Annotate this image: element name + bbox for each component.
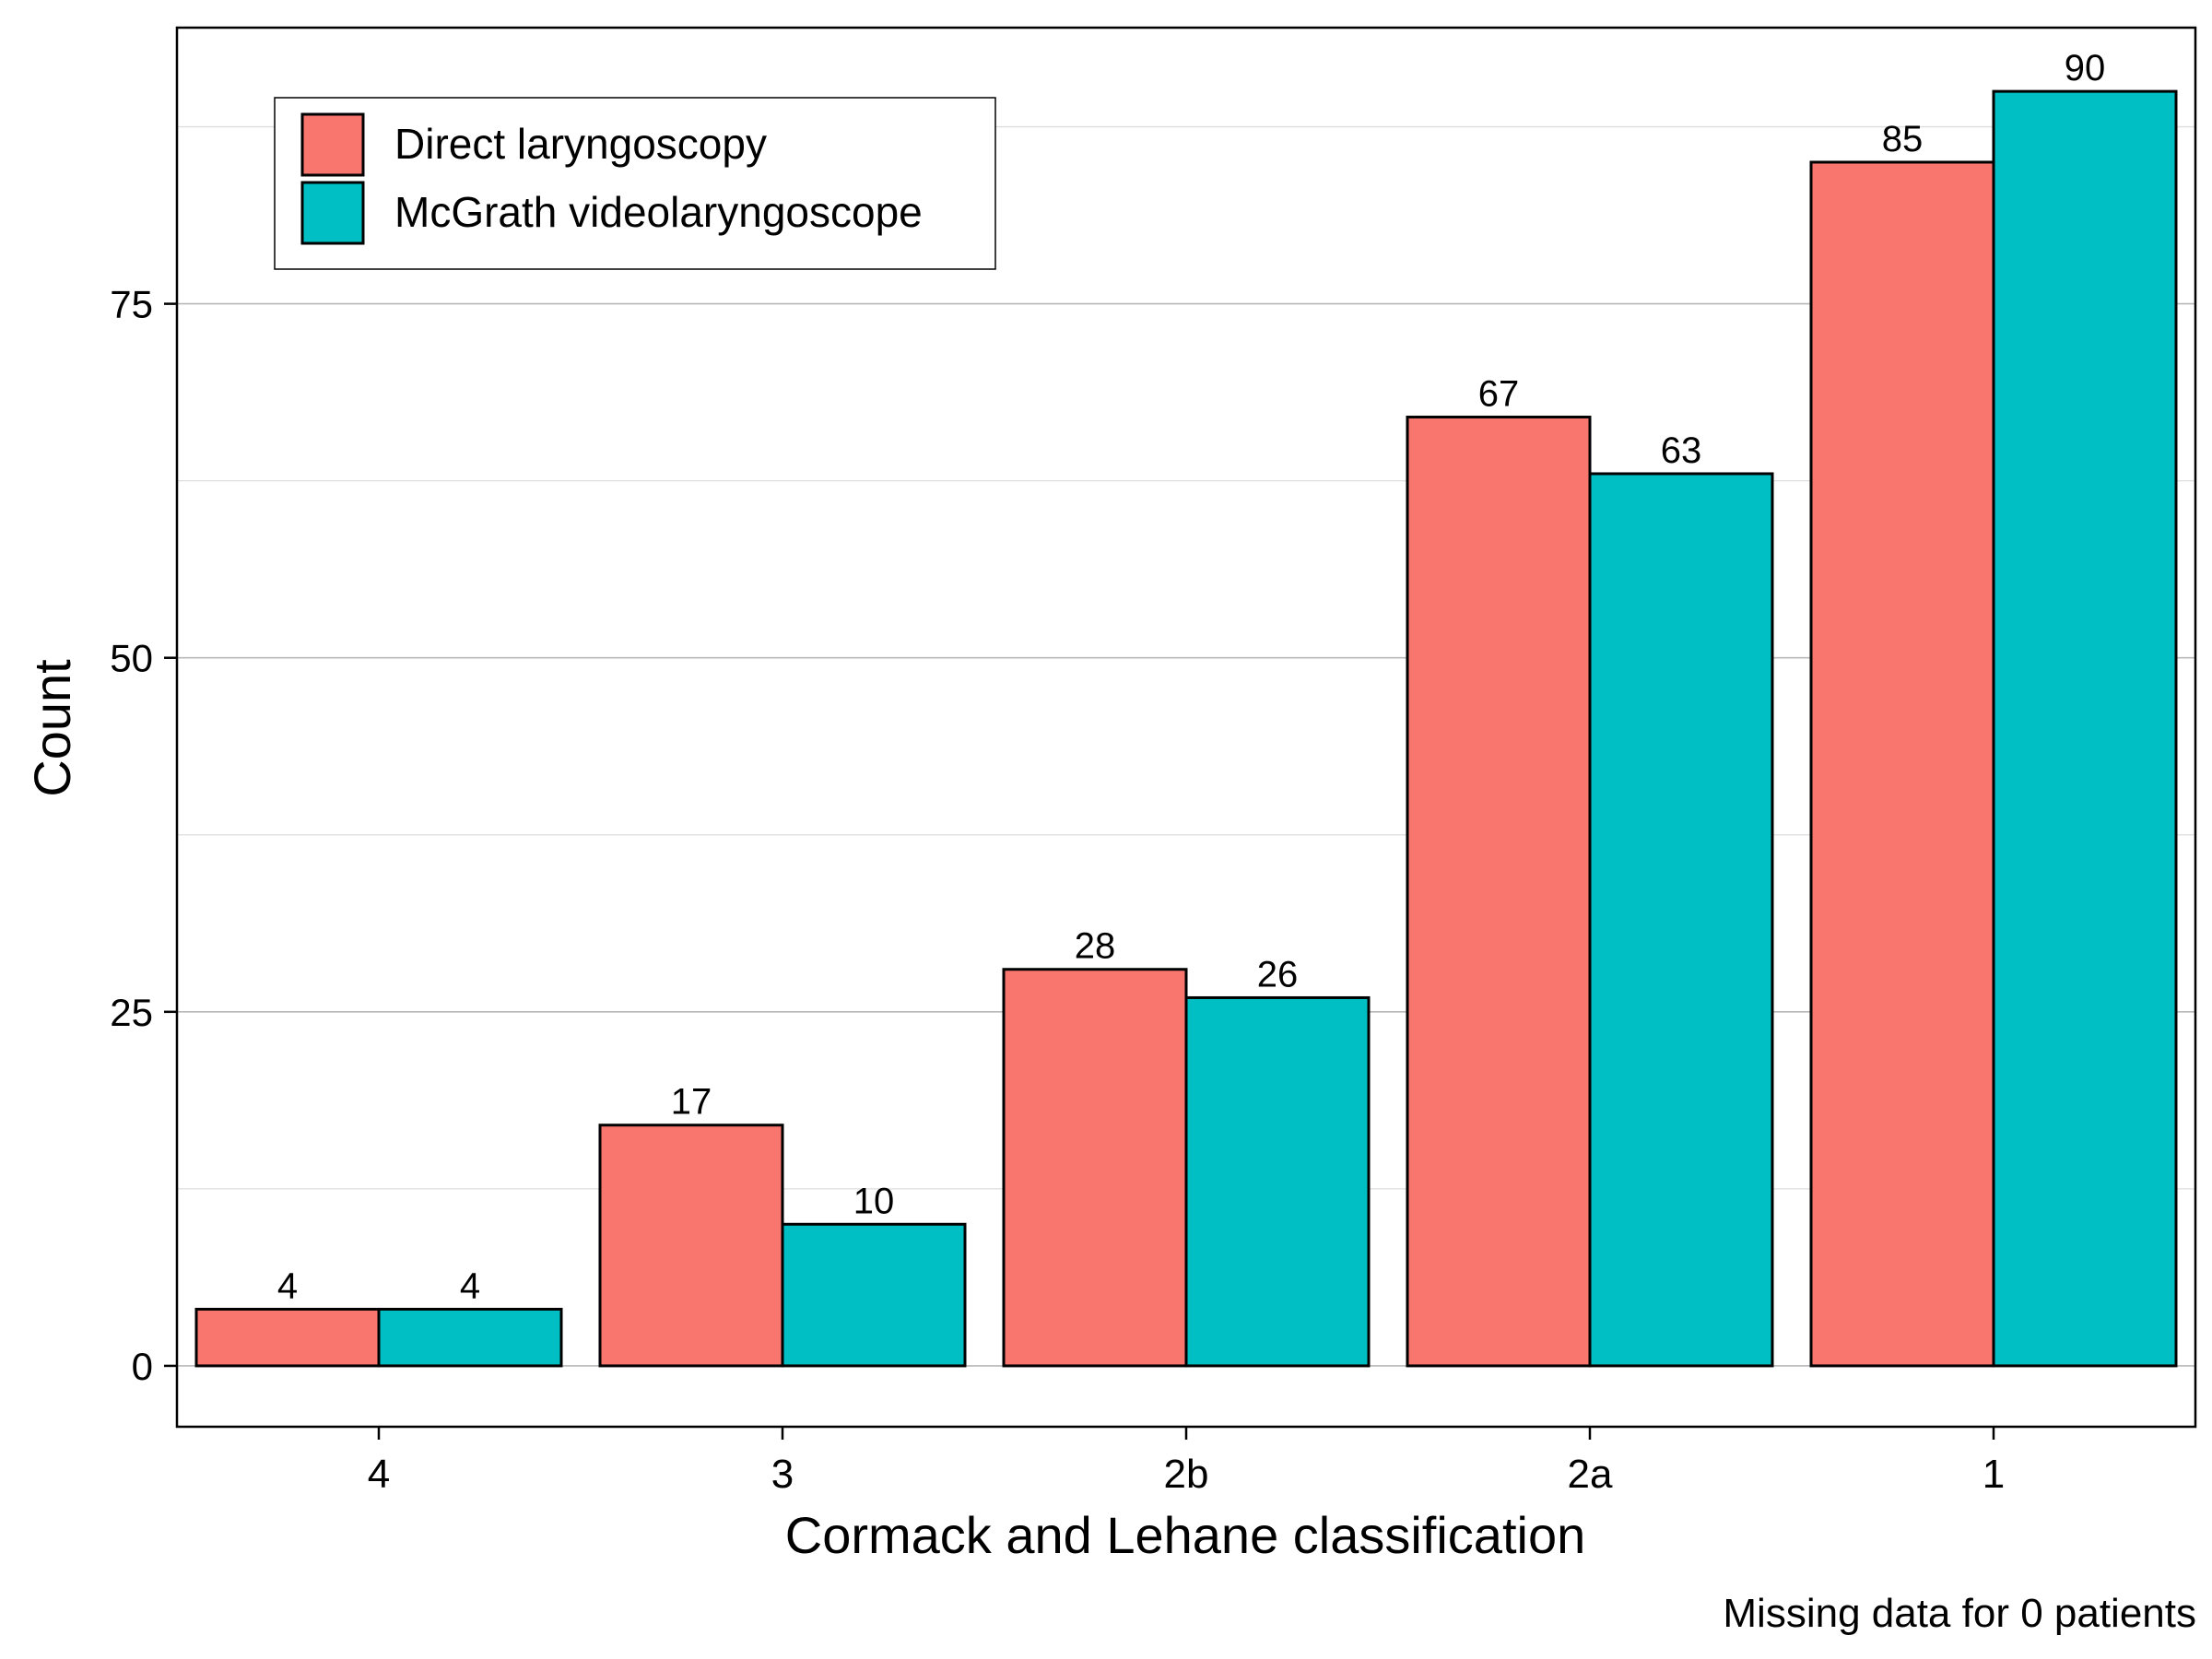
bar-mcgrath-videolaryngoscope-2b	[1184, 995, 1371, 1368]
legend-label-mcgrath-videolaryngoscope: McGrath videolaryngoscope	[394, 188, 923, 236]
axes: 0 25 50 75 4 3 2b 2a 1	[110, 283, 2005, 1497]
y-axis-title: Count	[23, 659, 81, 797]
y-tick-label: 75	[110, 283, 153, 326]
y-tick-label: 0	[132, 1345, 153, 1388]
bar-direct-laryngoscopy-1	[1809, 160, 1995, 1368]
bar-mcgrath-videolaryngoscope-4	[377, 1307, 563, 1368]
bar-direct-laryngoscopy-2b	[1002, 968, 1188, 1368]
bar-mcgrath-videolaryngoscope-2a	[1588, 472, 1774, 1368]
caption: Missing data for 0 patients	[1723, 1591, 2196, 1636]
bar-direct-laryngoscopy-3	[598, 1124, 784, 1368]
legend: Direct laryngoscopy McGrath videolaryngo…	[274, 97, 996, 270]
legend-label-direct-laryngoscopy: Direct laryngoscopy	[394, 120, 767, 168]
data-labels: 4 4 17 10 28 26 67 63 85 90	[277, 48, 2105, 1306]
data-label-direct-laryngoscopy-4: 4	[277, 1265, 298, 1306]
data-label-mcgrath-videolaryngoscope-3: 10	[853, 1181, 895, 1221]
data-label-mcgrath-videolaryngoscope-2b: 26	[1257, 954, 1299, 994]
x-tick-label: 2b	[1164, 1452, 1209, 1497]
data-label-mcgrath-videolaryngoscope-1: 90	[2065, 48, 2106, 88]
x-tick-label: 1	[1983, 1452, 2005, 1497]
bar-mcgrath-videolaryngoscope-3	[781, 1222, 967, 1368]
data-label-direct-laryngoscopy-2b: 28	[1075, 926, 1116, 967]
x-tick-label: 4	[368, 1452, 390, 1497]
data-label-mcgrath-videolaryngoscope-4: 4	[460, 1265, 480, 1306]
bar-direct-laryngoscopy-4	[194, 1307, 381, 1368]
legend-box	[274, 97, 996, 270]
bar-mcgrath-videolaryngoscope-1	[1992, 89, 2178, 1368]
x-tick-label: 2a	[1568, 1452, 1613, 1497]
data-label-direct-laryngoscopy-3: 17	[671, 1082, 712, 1123]
bars	[194, 89, 2178, 1368]
legend-swatch-mcgrath-videolaryngoscope	[300, 181, 365, 245]
legend-swatch-direct-laryngoscopy	[300, 112, 365, 177]
data-label-direct-laryngoscopy-2a: 67	[1478, 374, 1520, 415]
x-tick-label: 3	[771, 1452, 794, 1497]
bar-direct-laryngoscopy-2a	[1406, 416, 1592, 1368]
data-label-direct-laryngoscopy-1: 85	[1882, 119, 1924, 159]
y-tick-label: 25	[110, 991, 153, 1034]
y-tick-label: 50	[110, 637, 153, 680]
x-axis-title: Cormack and Lehane classification	[785, 1506, 1585, 1564]
data-label-mcgrath-videolaryngoscope-2a: 63	[1661, 430, 1702, 471]
